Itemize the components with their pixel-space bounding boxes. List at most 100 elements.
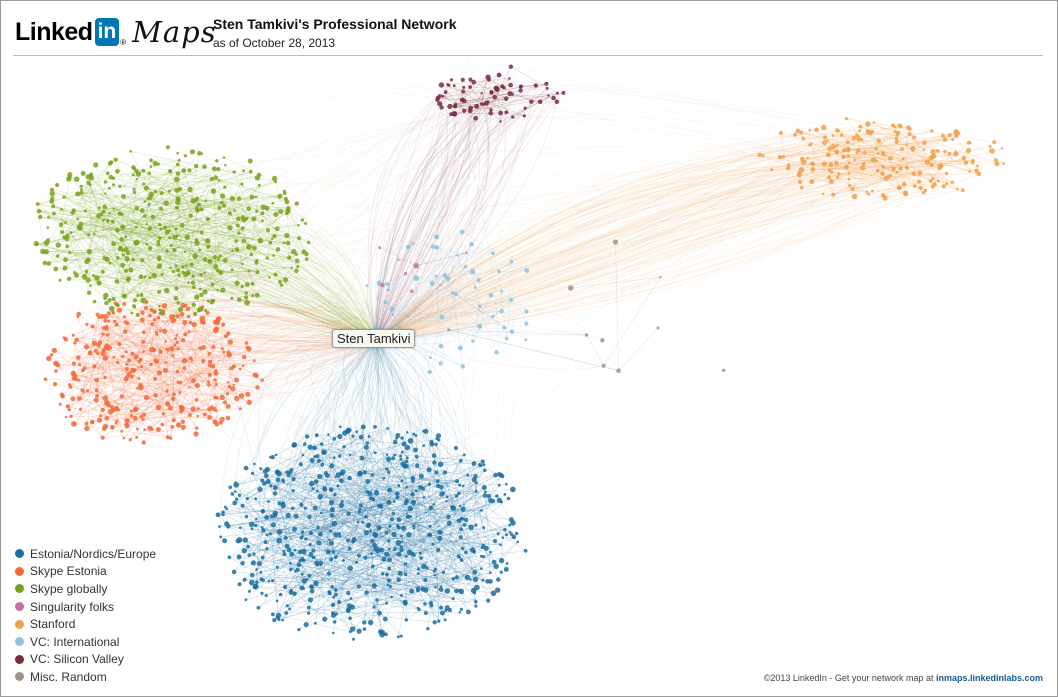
network-node[interactable] xyxy=(504,336,509,341)
network-node[interactable] xyxy=(377,610,382,616)
network-node[interactable] xyxy=(826,152,831,158)
network-node[interactable] xyxy=(929,162,934,167)
network-node[interactable] xyxy=(355,430,359,434)
network-node[interactable] xyxy=(62,195,66,199)
network-node[interactable] xyxy=(143,200,147,203)
network-node[interactable] xyxy=(156,162,160,166)
network-node[interactable] xyxy=(474,599,478,604)
network-node[interactable] xyxy=(989,148,995,154)
network-node[interactable] xyxy=(191,321,197,328)
network-node[interactable] xyxy=(834,149,840,155)
network-node[interactable] xyxy=(443,90,448,94)
network-node[interactable] xyxy=(217,268,220,271)
network-node[interactable] xyxy=(111,296,116,302)
network-node[interactable] xyxy=(965,148,972,154)
network-node[interactable] xyxy=(428,601,433,606)
network-node[interactable] xyxy=(845,147,851,153)
network-node[interactable] xyxy=(917,179,922,184)
network-node[interactable] xyxy=(244,341,249,345)
network-node[interactable] xyxy=(174,337,178,341)
network-node[interactable] xyxy=(291,248,297,255)
network-node[interactable] xyxy=(1000,147,1004,150)
network-node[interactable] xyxy=(101,269,105,274)
network-node[interactable] xyxy=(486,598,491,603)
network-node[interactable] xyxy=(100,350,106,357)
network-node[interactable] xyxy=(460,77,465,82)
network-node[interactable] xyxy=(55,182,60,188)
network-node[interactable] xyxy=(129,374,134,379)
network-node[interactable] xyxy=(358,507,362,511)
network-node[interactable] xyxy=(213,370,219,376)
network-node[interactable] xyxy=(329,529,333,533)
network-node[interactable] xyxy=(404,618,408,622)
network-node[interactable] xyxy=(867,192,871,196)
network-node[interactable] xyxy=(94,275,100,281)
network-node[interactable] xyxy=(443,618,447,622)
network-node[interactable] xyxy=(153,189,158,194)
network-node[interactable] xyxy=(50,196,55,201)
network-node[interactable] xyxy=(237,582,242,587)
network-node[interactable] xyxy=(459,97,465,103)
network-node[interactable] xyxy=(851,193,858,200)
network-node[interactable] xyxy=(797,180,803,185)
network-node[interactable] xyxy=(114,227,120,233)
network-node[interactable] xyxy=(75,191,81,197)
network-node[interactable] xyxy=(853,158,856,161)
network-node[interactable] xyxy=(207,259,211,264)
network-node[interactable] xyxy=(880,151,885,156)
network-node[interactable] xyxy=(196,407,200,411)
network-node[interactable] xyxy=(462,108,467,113)
network-node[interactable] xyxy=(89,419,95,425)
network-node[interactable] xyxy=(891,166,896,172)
network-node[interactable] xyxy=(165,435,170,440)
network-node[interactable] xyxy=(896,185,902,191)
network-node[interactable] xyxy=(293,513,299,519)
network-node[interactable] xyxy=(149,165,153,168)
center-node-label[interactable]: Sten Tamkivi xyxy=(332,329,416,348)
network-node[interactable] xyxy=(158,304,161,308)
network-node[interactable] xyxy=(947,133,952,138)
network-node[interactable] xyxy=(461,517,465,521)
network-node[interactable] xyxy=(484,490,487,494)
network-node[interactable] xyxy=(302,558,306,563)
network-node[interactable] xyxy=(364,514,368,519)
network-node[interactable] xyxy=(427,369,432,375)
network-node[interactable] xyxy=(122,329,128,334)
network-node[interactable] xyxy=(349,597,353,600)
network-node[interactable] xyxy=(439,605,444,610)
network-node[interactable] xyxy=(77,363,81,367)
network-node[interactable] xyxy=(191,378,196,384)
network-node[interactable] xyxy=(207,380,210,384)
network-node[interactable] xyxy=(183,154,187,158)
network-node[interactable] xyxy=(826,139,829,142)
network-node[interactable] xyxy=(427,482,431,486)
network-node[interactable] xyxy=(222,258,228,263)
network-node[interactable] xyxy=(910,145,916,152)
network-node[interactable] xyxy=(499,309,504,314)
network-node[interactable] xyxy=(159,227,163,231)
network-node[interactable] xyxy=(872,121,876,124)
network-node[interactable] xyxy=(105,324,109,328)
network-node[interactable] xyxy=(249,252,254,257)
network-node[interactable] xyxy=(157,239,160,243)
network-node[interactable] xyxy=(174,264,178,268)
network-node[interactable] xyxy=(330,602,336,608)
network-node[interactable] xyxy=(289,551,295,557)
network-node[interactable] xyxy=(509,329,515,335)
network-node[interactable] xyxy=(38,214,43,220)
network-node[interactable] xyxy=(97,206,101,210)
network-node[interactable] xyxy=(386,456,392,462)
network-node[interactable] xyxy=(310,585,314,589)
network-node[interactable] xyxy=(482,526,486,530)
network-node[interactable] xyxy=(481,485,487,490)
network-node[interactable] xyxy=(112,319,117,323)
network-node[interactable] xyxy=(140,297,147,304)
network-node[interactable] xyxy=(461,484,465,488)
network-node[interactable] xyxy=(974,168,979,174)
network-node[interactable] xyxy=(902,190,909,196)
legend-item[interactable]: Skype Estonia xyxy=(15,563,156,581)
network-node[interactable] xyxy=(365,284,369,288)
network-node[interactable] xyxy=(370,473,375,477)
network-node[interactable] xyxy=(437,94,442,98)
network-node[interactable] xyxy=(492,539,498,544)
